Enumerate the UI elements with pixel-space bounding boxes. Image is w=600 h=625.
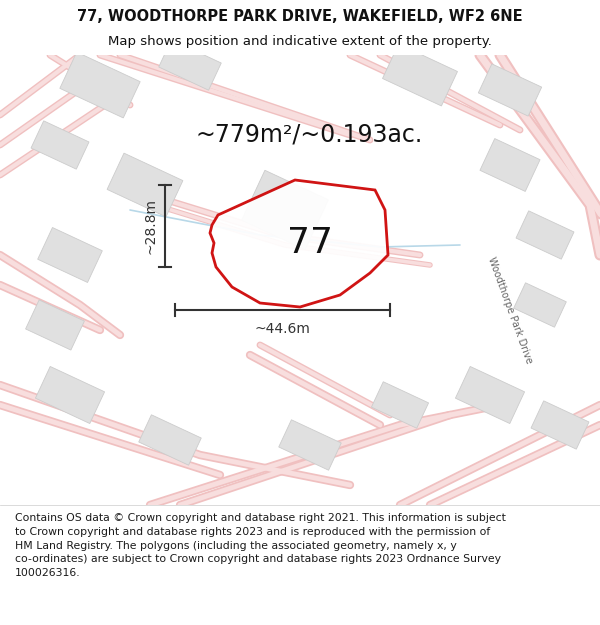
Bar	[139, 415, 201, 465]
Text: 77, WOODTHORPE PARK DRIVE, WAKEFIELD, WF2 6NE: 77, WOODTHORPE PARK DRIVE, WAKEFIELD, WF…	[77, 9, 523, 24]
Text: Contains OS data © Crown copyright and database right 2021. This information is : Contains OS data © Crown copyright and d…	[15, 513, 506, 578]
Bar	[531, 401, 589, 449]
Polygon shape	[210, 180, 388, 307]
Text: Map shows position and indicative extent of the property.: Map shows position and indicative extent…	[108, 35, 492, 48]
Bar	[60, 52, 140, 118]
Text: ~28.8m: ~28.8m	[144, 198, 158, 254]
Bar	[242, 170, 328, 250]
Bar	[516, 211, 574, 259]
Bar	[38, 228, 103, 282]
Bar	[480, 139, 540, 191]
Bar	[478, 64, 542, 116]
Bar	[31, 121, 89, 169]
Text: 77: 77	[287, 226, 333, 260]
Bar	[371, 382, 428, 428]
Bar	[26, 300, 85, 350]
Bar	[35, 366, 104, 424]
Text: Woodthorpe Park Drive: Woodthorpe Park Drive	[486, 256, 534, 364]
Bar	[159, 40, 221, 90]
Text: ~779m²/~0.193ac.: ~779m²/~0.193ac.	[195, 123, 422, 147]
Bar	[455, 366, 524, 424]
Bar	[279, 420, 341, 470]
Bar	[383, 44, 457, 106]
Text: ~44.6m: ~44.6m	[254, 322, 310, 336]
Bar	[514, 282, 566, 328]
Bar	[107, 153, 183, 217]
